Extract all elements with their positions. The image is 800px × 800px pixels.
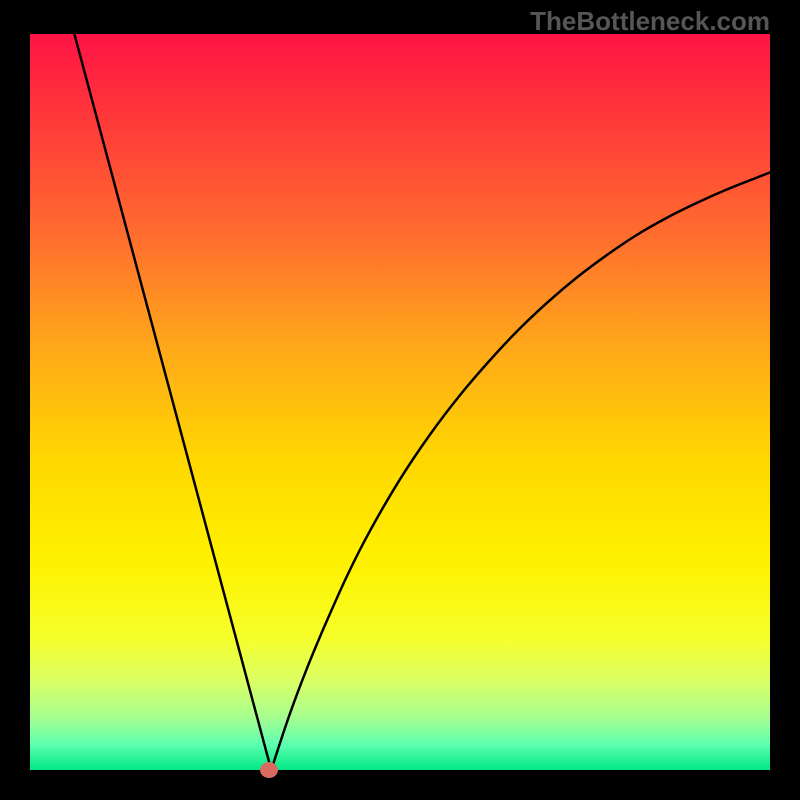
curve-left-segment bbox=[74, 34, 271, 770]
plot-area bbox=[30, 34, 770, 770]
chart-frame: TheBottleneck.com bbox=[0, 0, 800, 800]
watermark-text: TheBottleneck.com bbox=[530, 6, 770, 37]
curve-right-segment bbox=[271, 172, 770, 770]
chart-svg bbox=[30, 34, 770, 770]
minimum-marker bbox=[260, 762, 278, 778]
